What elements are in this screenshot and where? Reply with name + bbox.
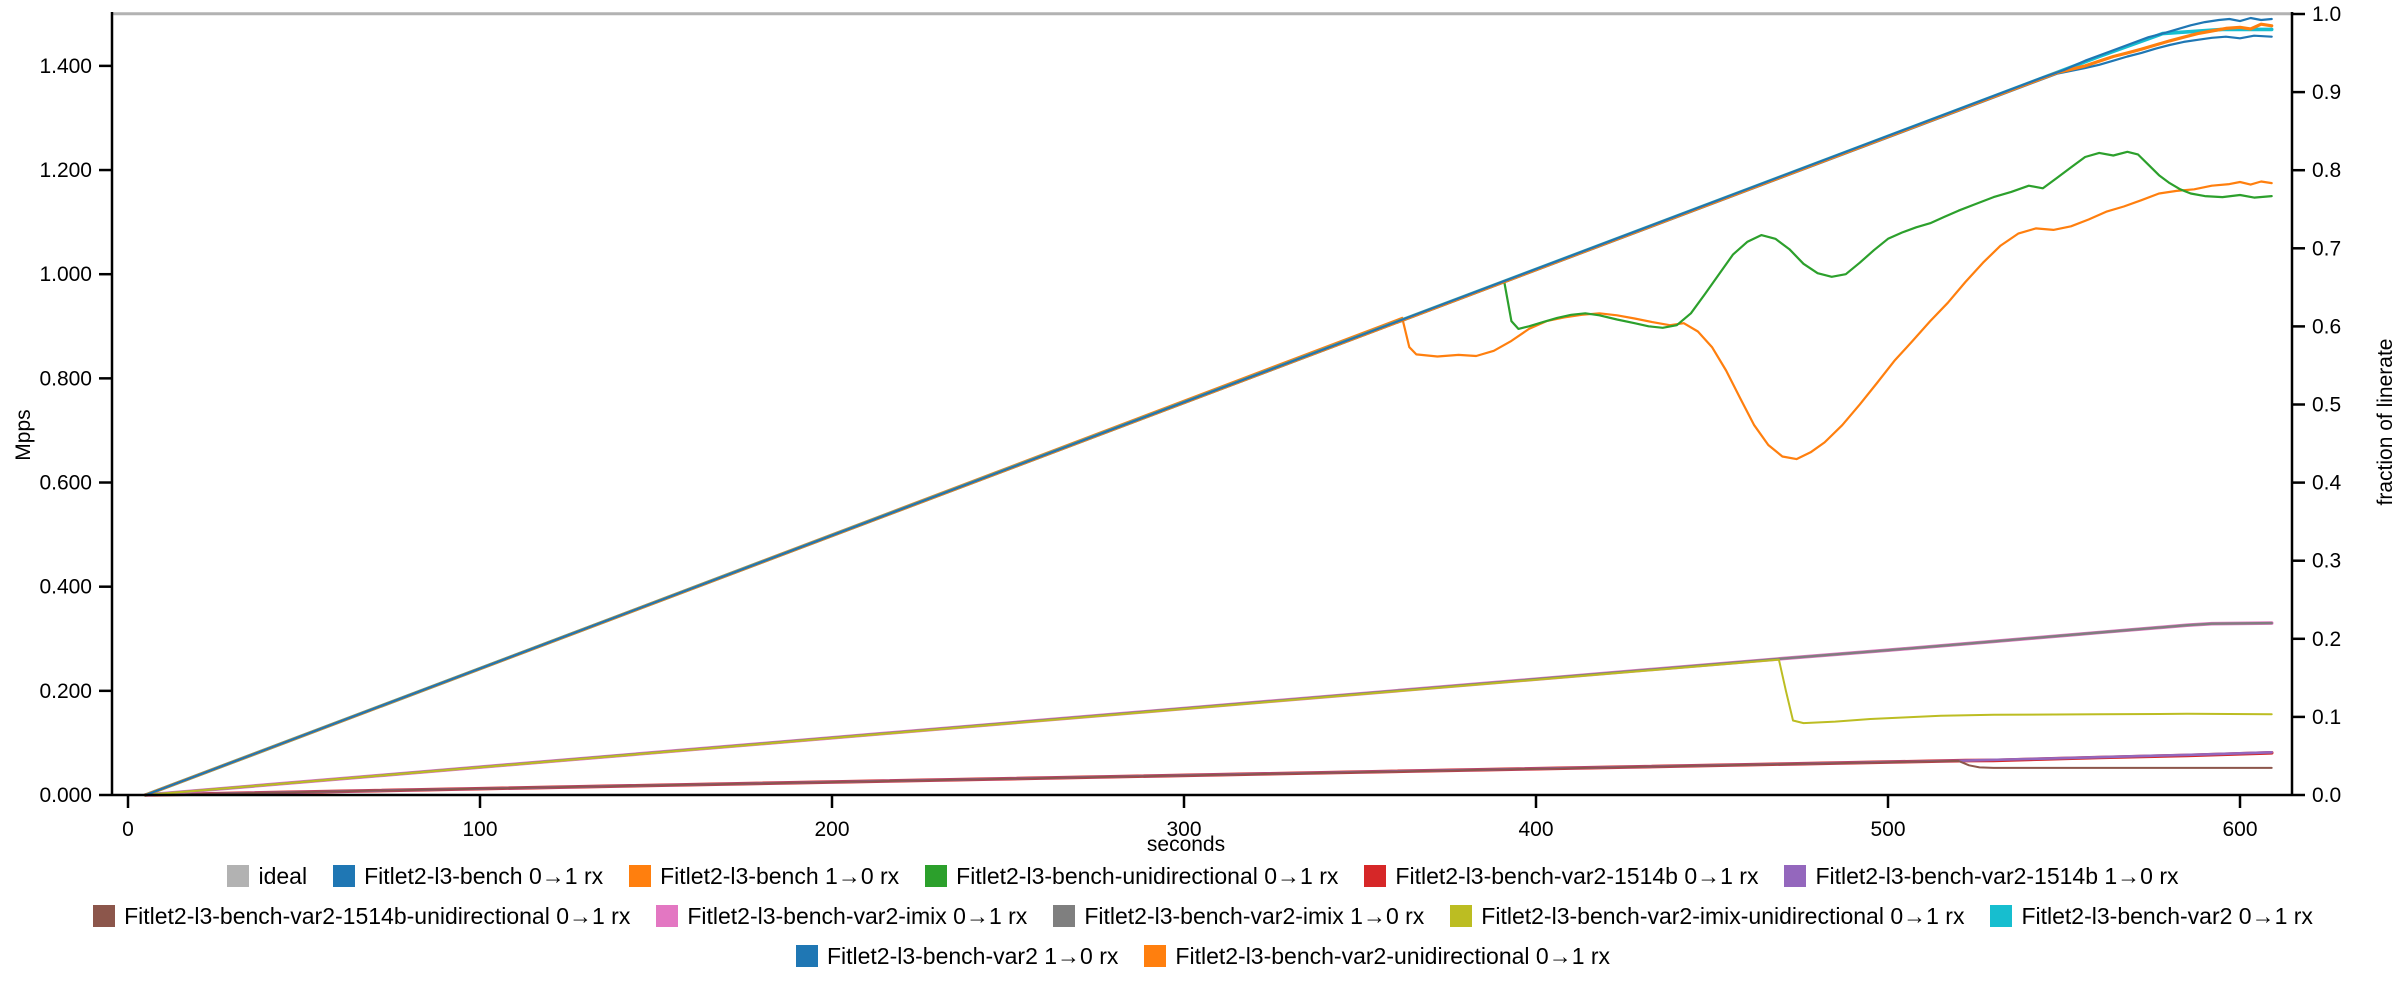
legend-label: ideal xyxy=(258,863,308,889)
y-right-tick-label: 0.8 xyxy=(2312,159,2341,182)
legend-label: Fitlet2-l3-bench-unidirectional 0→1 rx xyxy=(956,863,1339,889)
legend-swatch xyxy=(1364,865,1387,887)
legend-label: Fitlet2-l3-bench-var2 0→1 rx xyxy=(2021,903,2313,929)
y-right-tick-label: 0.3 xyxy=(2312,550,2341,573)
legend-swatch xyxy=(1990,905,2013,927)
series-var2-0to1 xyxy=(143,27,2274,797)
legend-label: Fitlet2-l3-bench 1→0 rx xyxy=(660,863,900,889)
series-bench-uni xyxy=(144,150,2273,797)
x-tick-label: 100 xyxy=(462,818,497,841)
legend-item: Fitlet2-l3-bench-var2-unidirectional 0→1… xyxy=(1144,936,1610,976)
series-var2-imix-uni xyxy=(144,658,2273,796)
x-tick-label: 300 xyxy=(1166,818,1201,841)
legend-item: Fitlet2-l3-bench 1→0 rx xyxy=(629,856,899,896)
legend-label: Fitlet2-l3-bench 0→1 rx xyxy=(364,863,604,889)
y-axis-right-label: fraction of linerate xyxy=(2374,339,2397,506)
legend-row: ideal Fitlet2-l3-bench 0→1 rx Fitlet2-l3-b… xyxy=(0,856,2406,896)
legend-item: Fitlet2-l3-bench-var2-1514b 1→0 rx xyxy=(1784,856,2179,896)
y-left-tick-label: 1.000 xyxy=(39,263,92,286)
legend-swatch xyxy=(795,945,818,967)
legend-swatch xyxy=(1144,945,1167,967)
legend-swatch xyxy=(1784,865,1807,887)
x-tick-label: 0 xyxy=(122,818,134,841)
legend-swatch xyxy=(1053,905,1076,927)
legend-label: Fitlet2-l3-bench-var2-imix 0→1 rx xyxy=(687,903,1028,929)
legend-item: Fitlet2-l3-bench-var2-imix-unidirectiona… xyxy=(1450,896,1964,936)
y-left-tick-label: 0.400 xyxy=(39,576,92,599)
y-left-tick-label: 0.000 xyxy=(39,784,92,807)
legend-label: Fitlet2-l3-bench-var2-imix 1→0 rx xyxy=(1084,903,1425,929)
series-var2-imix-1to0 xyxy=(144,621,2273,797)
x-axis-label: seconds xyxy=(1147,833,1225,856)
x-tick-label: 200 xyxy=(814,818,849,841)
x-tick-label: 600 xyxy=(2222,818,2257,841)
x-tick-label: 400 xyxy=(1518,818,1553,841)
legend-swatch xyxy=(333,865,356,887)
legend-item: Fitlet2-l3-bench-var2 1→0 rx xyxy=(795,936,1119,976)
y-right-tick-label: 1.0 xyxy=(2312,3,2341,26)
legend-swatch xyxy=(656,905,679,927)
y-axis-left-label: Mpps xyxy=(12,409,35,460)
legend-item: Fitlet2-l3-bench-var2-1514b-unidirection… xyxy=(93,896,630,936)
y-right-tick-label: 0.7 xyxy=(2312,237,2341,260)
legend-label: Fitlet2-l3-bench-var2-1514b 1→0 rx xyxy=(1815,863,2179,889)
legend-item: ideal xyxy=(227,856,307,896)
legend-label: Fitlet2-l3-bench-var2-1514b-unidirection… xyxy=(124,903,631,929)
y-left-tick-label: 0.800 xyxy=(39,367,92,390)
legend-item: Fitlet2-l3-bench-var2-1514b 0→1 rx xyxy=(1364,856,1758,896)
legend-item: Fitlet2-l3-bench-var2 0→1 rx xyxy=(1990,896,2313,936)
y-left-tick-label: 1.400 xyxy=(39,55,92,78)
legend-swatch xyxy=(93,905,116,927)
legend-label: Fitlet2-l3-bench-var2-1514b 0→1 rx xyxy=(1395,863,1759,889)
y-right-tick-label: 0.5 xyxy=(2312,394,2341,417)
y-right-tick-label: 0.1 xyxy=(2312,706,2341,729)
series-var2-uni xyxy=(144,22,2274,797)
y-left-tick-label: 0.600 xyxy=(39,472,92,495)
y-right-tick-label: 0.2 xyxy=(2312,628,2341,651)
legend: ideal Fitlet2-l3-bench 0→1 rx Fitlet2-l3-b… xyxy=(0,856,2406,976)
y-left-tick-label: 0.200 xyxy=(39,680,92,703)
series-var2-1to0 xyxy=(144,34,2273,797)
y-right-tick-label: 0.0 xyxy=(2312,784,2341,807)
legend-label: Fitlet2-l3-bench-var2-imix-unidirectiona… xyxy=(1481,903,1965,929)
legend-item: Fitlet2-l3-bench-var2-imix 1→0 rx xyxy=(1053,896,1424,936)
series-var2-1514b-uni xyxy=(144,759,2273,796)
y-right-tick-label: 0.6 xyxy=(2312,315,2341,338)
series-bench-1to0 xyxy=(144,180,2273,797)
legend-swatch xyxy=(925,865,948,887)
legend-swatch xyxy=(629,865,652,887)
y-right-tick-label: 0.4 xyxy=(2312,472,2342,495)
axis-ticks: 0 100 200 300 400 500 600 0.000 0.200 0.400 0.600 0… xyxy=(39,3,2341,841)
series-bench-0to1 xyxy=(144,16,2273,797)
y-left-tick-label: 1.200 xyxy=(39,159,92,182)
legend-label: Fitlet2-l3-bench-var2 1→0 rx xyxy=(826,943,1119,969)
legend-swatch xyxy=(227,865,250,887)
legend-swatch xyxy=(1450,905,1473,927)
legend-row: Fitlet2-l3-bench-var2 1→0 rx Fitlet2-l3-b… xyxy=(0,936,2406,976)
legend-item: Fitlet2-l3-bench-var2-imix 0→1 rx xyxy=(656,896,1027,936)
legend-item: Fitlet2-l3-bench-unidirectional 0→1 rx xyxy=(925,856,1338,896)
x-tick-label: 500 xyxy=(1870,818,1905,841)
plot-series xyxy=(112,12,2295,797)
legend-item: Fitlet2-l3-bench 0→1 rx xyxy=(333,856,603,896)
legend-row: Fitlet2-l3-bench-var2-1514b-unidirection… xyxy=(0,896,2406,936)
y-right-tick-label: 0.9 xyxy=(2312,81,2341,104)
legend-label: Fitlet2-l3-bench-var2-unidirectional 0→1… xyxy=(1175,943,1611,969)
